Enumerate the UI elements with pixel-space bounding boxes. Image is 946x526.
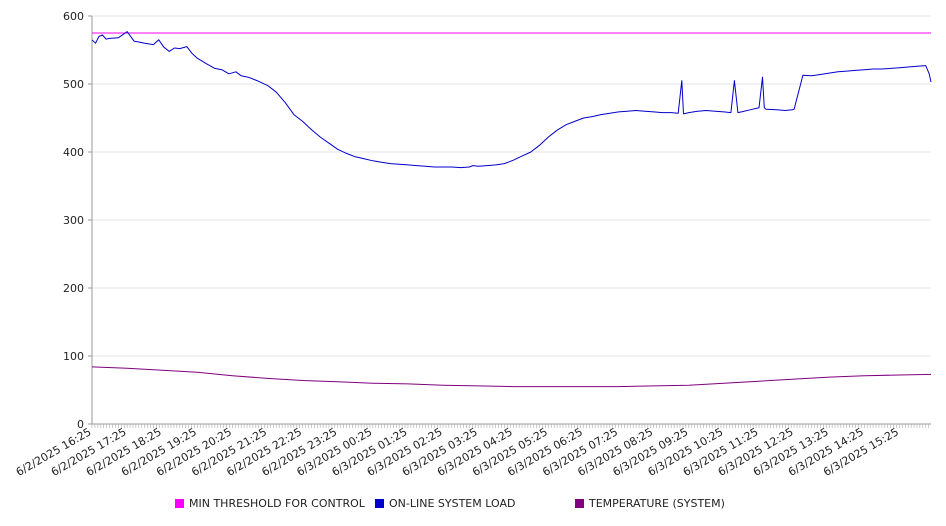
y-tick-label: 500 (63, 78, 84, 91)
legend-item-threshold: MIN THRESHOLD FOR CONTROL (175, 497, 365, 510)
legend-swatch-temperature (575, 499, 584, 508)
x-axis-ticks: 6/2/2025 16:256/2/2025 17:256/2/2025 18:… (14, 424, 929, 479)
legend-item-temperature: TEMPERATURE (SYSTEM) (575, 497, 725, 510)
series-line-1 (91, 31, 932, 169)
y-tick-label: 300 (63, 214, 84, 227)
legend-label-threshold: MIN THRESHOLD FOR CONTROL (189, 497, 365, 510)
y-tick-label: 400 (63, 146, 84, 159)
y-tick-label: 100 (63, 350, 84, 363)
legend-label-temperature: TEMPERATURE (SYSTEM) (589, 497, 725, 510)
legend-item-load: ON-LINE SYSTEM LOAD (375, 497, 515, 510)
legend: MIN THRESHOLD FOR CONTROL ON-LINE SYSTEM… (0, 497, 946, 515)
y-tick-label: 0 (77, 418, 84, 431)
series-line-2 (91, 366, 932, 388)
y-tick-label: 200 (63, 282, 84, 295)
y-tick-label: 600 (63, 10, 84, 23)
legend-swatch-threshold (175, 499, 184, 508)
y-axis-ticks: 0 100 200 300 400 500 600 (63, 10, 92, 431)
grid-lines (92, 15, 931, 357)
legend-swatch-load (375, 499, 384, 508)
legend-label-load: ON-LINE SYSTEM LOAD (389, 497, 516, 510)
series-lines (91, 31, 932, 388)
